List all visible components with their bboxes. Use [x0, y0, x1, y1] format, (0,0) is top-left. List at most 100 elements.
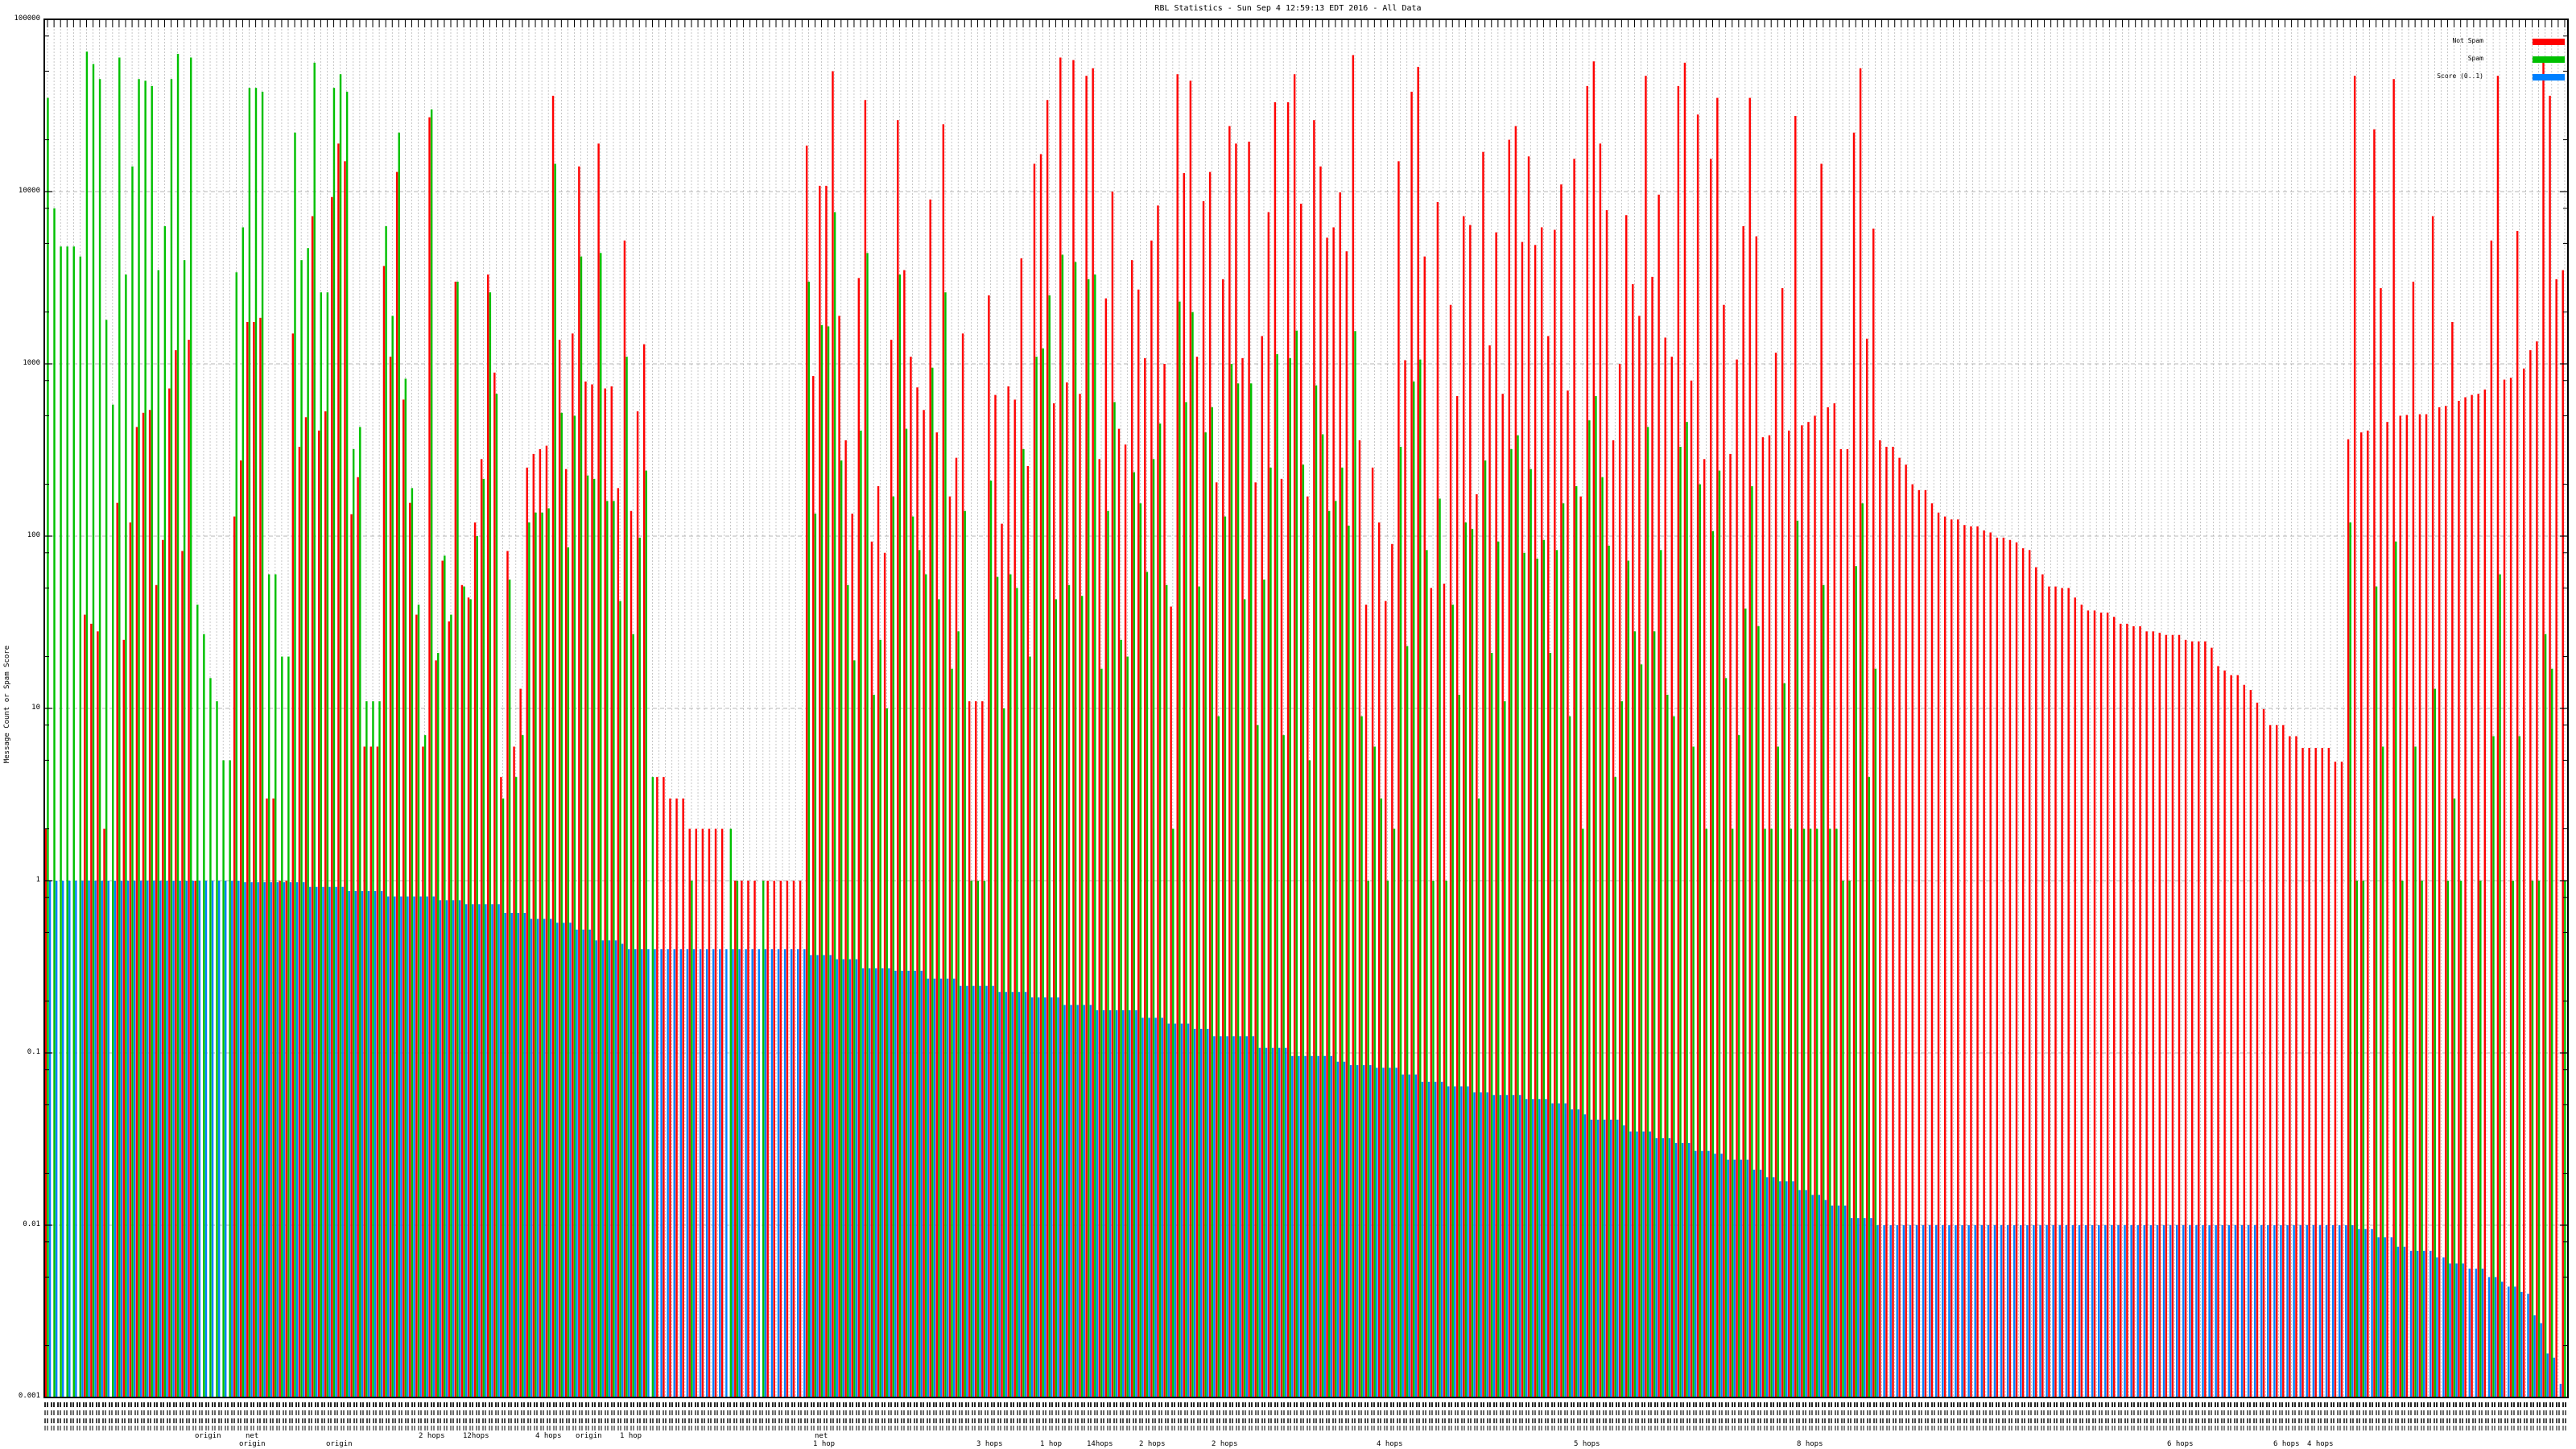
bar-not-spam — [1137, 289, 1140, 1398]
bar-not-spam — [1066, 382, 1068, 1397]
bar-not-spam — [1364, 605, 1368, 1397]
bar-spam — [1250, 383, 1253, 1397]
bar-spam — [1282, 735, 1285, 1397]
bar-score — [107, 881, 109, 1397]
bar-not-spam — [1423, 256, 1426, 1398]
bar-score — [2553, 1357, 2556, 1397]
bar-not-spam — [2048, 586, 2050, 1397]
bar-not-spam — [2165, 634, 2168, 1397]
bar-spam — [586, 475, 589, 1397]
bar-score — [2487, 1277, 2491, 1397]
bar-not-spam — [1501, 394, 1504, 1398]
bar-spam — [951, 668, 953, 1397]
bar-score — [2267, 1225, 2269, 1397]
bar-not-spam — [636, 411, 639, 1397]
bar-spam — [1504, 701, 1506, 1397]
bar-spam — [326, 292, 329, 1398]
bar-spam — [2518, 736, 2521, 1397]
bar-not-spam — [2243, 684, 2246, 1397]
bar-not-spam — [864, 100, 867, 1397]
bar-spam — [892, 496, 895, 1397]
x-label-fragment: 6 hops — [2167, 1440, 2194, 1448]
bar-score — [2475, 1268, 2478, 1397]
bar-not-spam — [1176, 74, 1179, 1398]
bar-score — [576, 929, 578, 1397]
bar-not-spam — [805, 145, 808, 1398]
bar-score — [2227, 1225, 2231, 1397]
bar-spam — [1490, 653, 1493, 1397]
bar-not-spam — [135, 427, 138, 1397]
bar-score — [679, 949, 683, 1397]
bar-not-spam — [955, 457, 958, 1397]
bar-score — [2293, 1225, 2295, 1397]
bar-score — [263, 881, 266, 1397]
bar-not-spam — [2126, 623, 2128, 1397]
bar-not-spam — [467, 597, 470, 1397]
bar-not-spam — [2301, 748, 2304, 1397]
bar-not-spam — [1261, 336, 1263, 1397]
bar-score — [387, 896, 390, 1397]
bar-score — [2390, 1237, 2393, 1397]
bar-score — [179, 881, 181, 1397]
bar-not-spam — [1248, 141, 1250, 1397]
bar-score — [2306, 1225, 2308, 1397]
bar-score — [914, 970, 916, 1397]
bar-spam — [762, 881, 765, 1397]
bar-score — [244, 881, 246, 1397]
bar-score — [836, 959, 838, 1397]
bar-not-spam — [695, 828, 698, 1397]
bar-spam — [444, 555, 446, 1397]
bar-not-spam — [1254, 482, 1257, 1397]
bar-not-spam — [688, 828, 691, 1397]
bar-not-spam — [2113, 617, 2116, 1397]
bar-score — [1454, 1086, 1456, 1397]
bar-not-spam — [1905, 464, 1907, 1397]
bar-spam — [1823, 584, 1825, 1397]
bar-not-spam — [1833, 403, 1835, 1398]
bar-score — [166, 881, 168, 1397]
bar-not-spam — [2198, 641, 2200, 1397]
y-tick-label: 0.001 — [18, 1392, 40, 1400]
bar-not-spam — [2015, 542, 2018, 1397]
bar-not-spam — [2184, 639, 2187, 1397]
legend-label-spam: Spam — [2467, 55, 2483, 62]
bar-score — [2052, 1225, 2054, 1397]
bar-score — [400, 896, 402, 1397]
bar-not-spam — [1157, 205, 1159, 1398]
bar-spam — [1731, 828, 1734, 1397]
bar-score — [2013, 1225, 2016, 1397]
bar-score — [276, 881, 279, 1397]
bar-score — [2500, 1282, 2504, 1397]
bar-spam — [151, 85, 153, 1397]
bar-not-spam — [1033, 163, 1036, 1397]
bar-score — [257, 881, 259, 1397]
bar-score — [2299, 1225, 2301, 1397]
bar-spam — [1679, 447, 1682, 1397]
plot-frame — [43, 19, 2569, 1398]
bar-score — [1232, 1036, 1235, 1397]
bar-not-spam — [1150, 240, 1153, 1398]
bar-score — [783, 949, 786, 1397]
bar-score — [1512, 1095, 1515, 1397]
bar-spam — [430, 109, 433, 1398]
bar-score — [2091, 1225, 2094, 1397]
bar-score — [946, 978, 949, 1397]
bar-not-spam — [1286, 102, 1290, 1398]
bar-spam — [183, 260, 186, 1397]
x-label-fragment: origin — [576, 1432, 602, 1440]
bar-not-spam — [883, 552, 886, 1397]
bar-score — [699, 949, 702, 1397]
bar-score — [2143, 1225, 2145, 1397]
bar-score — [48, 881, 52, 1397]
bar-score — [1193, 1029, 1196, 1397]
bar-score — [2065, 1225, 2068, 1397]
bar-spam — [450, 614, 452, 1397]
bar-score — [1180, 1023, 1183, 1397]
bar-spam — [1471, 529, 1474, 1397]
bar-spam — [938, 599, 940, 1397]
bar-score — [2195, 1225, 2198, 1397]
bar-not-spam — [1612, 440, 1615, 1397]
bar-score — [1005, 992, 1008, 1397]
bar-spam — [1699, 484, 1701, 1397]
bar-not-spam — [2249, 690, 2252, 1397]
